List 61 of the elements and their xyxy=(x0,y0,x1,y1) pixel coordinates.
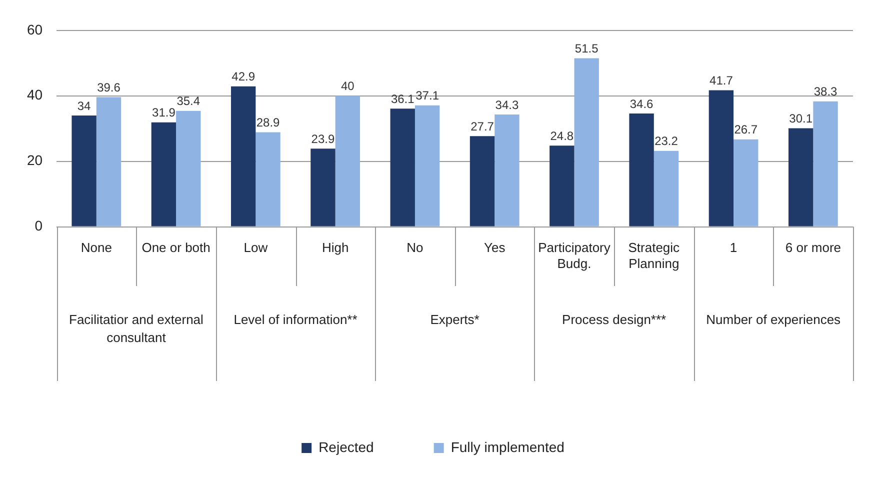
data-label: 34.6 xyxy=(630,96,654,111)
text: Level of information** xyxy=(234,312,358,328)
data-label: 37.1 xyxy=(416,88,440,103)
data-label: 27.7 xyxy=(470,119,494,134)
y-tick-label: 20 xyxy=(26,152,43,168)
bar xyxy=(310,148,336,226)
data-label: 34 xyxy=(77,98,92,113)
data-label: 51.5 xyxy=(574,42,599,56)
text: Experts* xyxy=(430,312,480,328)
bar xyxy=(72,116,96,226)
bar xyxy=(230,86,256,226)
bar xyxy=(734,139,758,226)
bar xyxy=(414,105,440,226)
data-label: 31.9 xyxy=(152,106,176,120)
data-label: 40 xyxy=(340,79,355,94)
bar xyxy=(629,114,654,226)
text: Process design*** xyxy=(562,312,666,328)
bar xyxy=(176,110,201,226)
y-tick-label: 40 xyxy=(26,86,43,103)
x-tick-label: One or both xyxy=(142,240,210,256)
data-label: 39.6 xyxy=(97,80,121,94)
bar xyxy=(574,58,599,226)
x-tick-label: Low xyxy=(244,240,268,256)
bar xyxy=(494,114,520,226)
data-label: 26.7 xyxy=(734,122,758,137)
x-tick-label: None xyxy=(80,240,112,256)
x-tick-label: Yes xyxy=(484,240,506,256)
y-tick-label: 60 xyxy=(26,21,43,38)
x-tick-label: Participatory Budg. xyxy=(538,240,611,271)
data-label: 28.9 xyxy=(256,116,280,130)
bar xyxy=(708,90,734,226)
data-label: 42.9 xyxy=(232,70,256,84)
data-label: 36.1 xyxy=(390,92,415,106)
data-label: 41.7 xyxy=(710,74,734,88)
x-tick-label: 1 xyxy=(730,240,738,256)
data-label: 23.9 xyxy=(311,132,335,146)
bar xyxy=(550,146,574,226)
text: Facilitatior and external consultant xyxy=(69,312,204,346)
data-label: 24.8 xyxy=(550,128,574,143)
data-label: 30.1 xyxy=(789,112,813,126)
text: Number of experiences xyxy=(706,312,842,328)
x-tick-label: Strategic Planning xyxy=(628,240,680,271)
data-label: 34.3 xyxy=(495,98,519,112)
x-tick-label: No xyxy=(406,240,424,256)
data-label: 35.4 xyxy=(176,94,200,108)
bar xyxy=(96,97,122,226)
bar xyxy=(390,108,415,226)
y-tick-label: 0 xyxy=(34,218,43,234)
bar xyxy=(654,150,679,226)
legend-label: Fully implemented xyxy=(450,438,564,455)
bar xyxy=(335,96,360,226)
bar xyxy=(151,122,176,226)
bar xyxy=(470,136,495,226)
x-tick-label: 6 or more xyxy=(785,240,841,256)
data-label: 23.2 xyxy=(654,134,678,148)
bar xyxy=(256,132,280,226)
x-tick-label: High xyxy=(322,240,349,256)
bar xyxy=(813,101,838,226)
data-label: 38.3 xyxy=(814,84,838,99)
legend-label: Rejected xyxy=(318,438,374,455)
bar xyxy=(788,128,814,226)
